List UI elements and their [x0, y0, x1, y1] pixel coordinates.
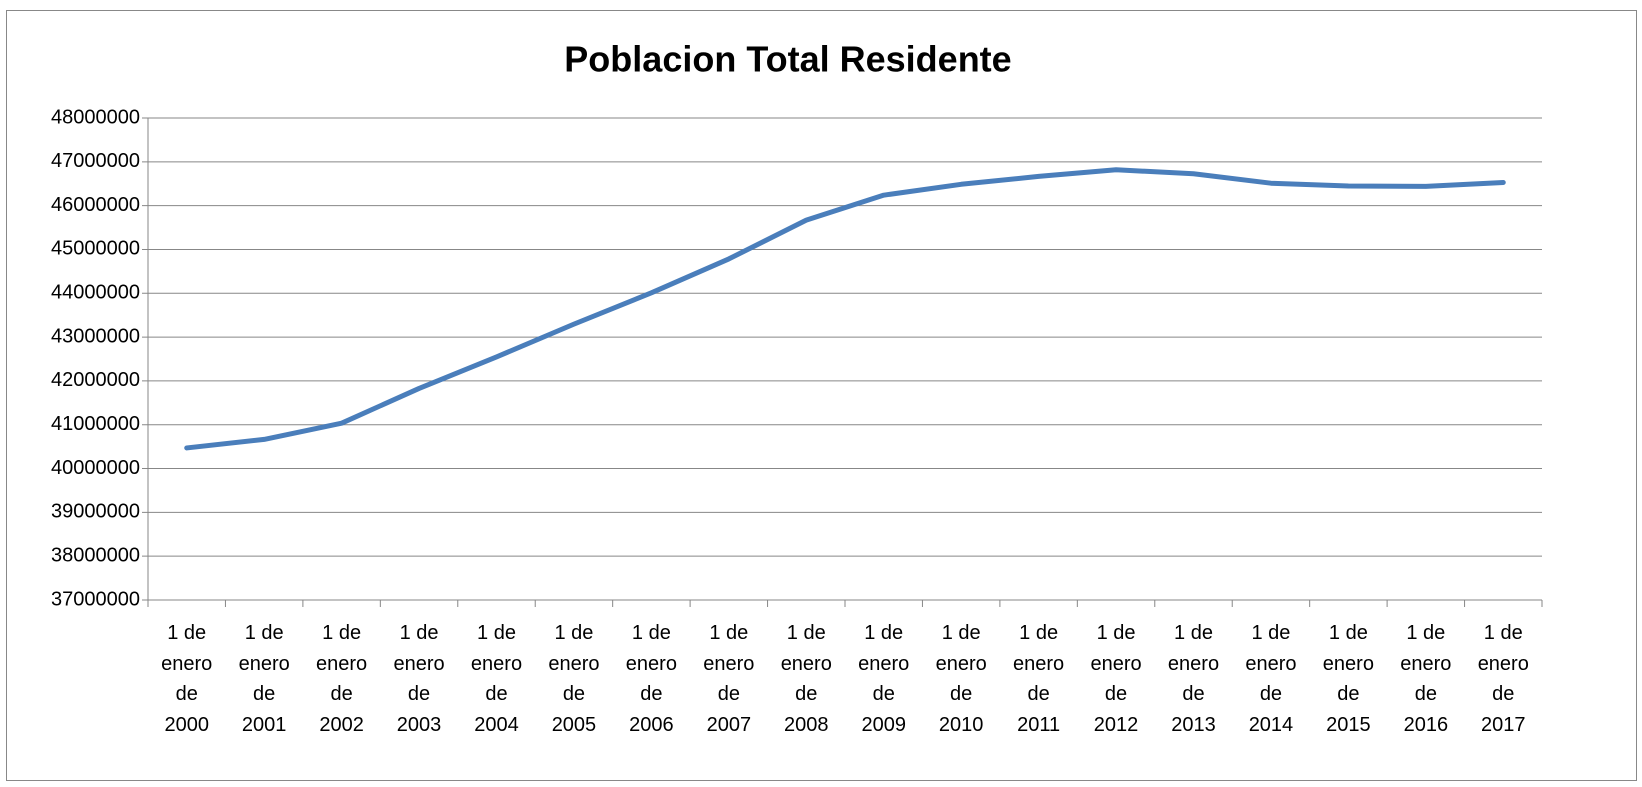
y-tick-label: 44000000: [51, 282, 140, 304]
data-line: [184, 167, 1506, 451]
y-tick-label: 48000000: [51, 106, 140, 128]
x-tick-label: 1 de enero de 2002: [316, 622, 368, 736]
y-tick-label: 43000000: [51, 325, 140, 347]
x-tick-label: 1 de enero de 2008: [780, 622, 832, 736]
y-tick-label: 38000000: [51, 544, 140, 566]
x-tick-label: 1 de enero de 2004: [470, 622, 523, 736]
x-tick-label: 1 de enero de 2006: [625, 622, 677, 736]
y-tick-label: 40000000: [51, 457, 140, 479]
chart-border: [6, 10, 1637, 781]
x-tick-label: 1 de enero de 2016: [1400, 622, 1452, 736]
x-tick-label: 1 de enero de 2003: [393, 622, 445, 736]
x-tick-label: 1 de enero de 2013: [1167, 622, 1220, 736]
y-tick-label: 46000000: [51, 194, 140, 216]
x-tick-label: 1 de enero de 2015: [1322, 622, 1374, 736]
y-tick-label: 47000000: [51, 150, 140, 172]
x-tick-label: 1 de enero de 2000: [161, 622, 213, 736]
y-tick-label: 39000000: [51, 501, 140, 523]
y-tick-label: 42000000: [51, 369, 140, 391]
x-tick-label: 1 de enero de 2005: [548, 622, 600, 736]
x-tick-label: 1 de enero de 2010: [935, 622, 987, 736]
x-tick-label: 1 de enero de 2014: [1245, 622, 1297, 736]
x-tick-label: 1 de enero de 2017: [1477, 622, 1529, 736]
x-tick-label: 1 de enero de 2007: [703, 622, 755, 736]
x-tick-label: 1 de enero de 2009: [858, 622, 910, 736]
x-tick-label: 1 de enero de 2001: [238, 622, 290, 736]
x-tick-label: 1 de enero de 2011: [1013, 622, 1065, 736]
y-tick-label: 37000000: [51, 588, 140, 610]
y-tick-label: 45000000: [51, 238, 140, 260]
x-tick-label: 1 de enero de 2012: [1090, 622, 1142, 736]
y-tick-label: 41000000: [51, 413, 140, 435]
chart-title: Poblacion Total Residente: [564, 39, 1011, 80]
